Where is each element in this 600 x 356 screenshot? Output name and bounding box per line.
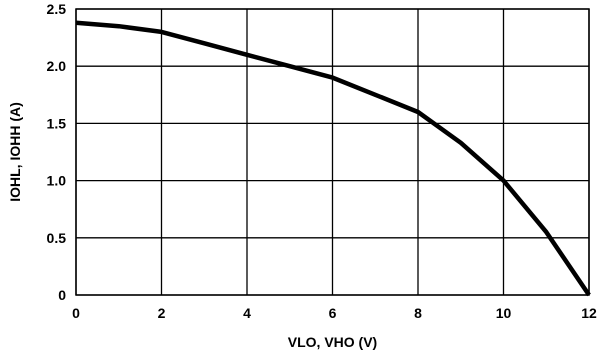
grid <box>75 8 590 296</box>
x-tick-label: 4 <box>243 305 251 321</box>
y-tick-label: 0.5 <box>47 230 67 246</box>
y-tick-label: 2.0 <box>47 58 67 74</box>
series-line-0 <box>75 20 591 297</box>
x-tick-label: 12 <box>581 305 597 321</box>
y-axis-label: IOHL, IOHH (A) <box>7 102 23 202</box>
plot-frame <box>75 8 590 296</box>
x-tick-label: 2 <box>158 305 166 321</box>
y-tick-label: 0 <box>58 287 66 303</box>
x-tick-label: 0 <box>72 305 80 321</box>
x-tick-label: 6 <box>329 305 337 321</box>
x-tick-label: 8 <box>414 305 422 321</box>
series-group <box>75 20 591 297</box>
y-tick-label: 1.0 <box>47 173 67 189</box>
x-tick-labels: 0 2 4 6 8 10 12 <box>72 305 597 321</box>
y-tick-labels: 0 0.5 1.0 1.5 2.0 2.5 <box>47 1 67 303</box>
y-tick-label: 1.5 <box>47 115 67 131</box>
x-axis-label: VLO, VHO (V) <box>288 334 377 350</box>
x-tick-label: 10 <box>496 305 512 321</box>
y-tick-label: 2.5 <box>47 1 67 17</box>
